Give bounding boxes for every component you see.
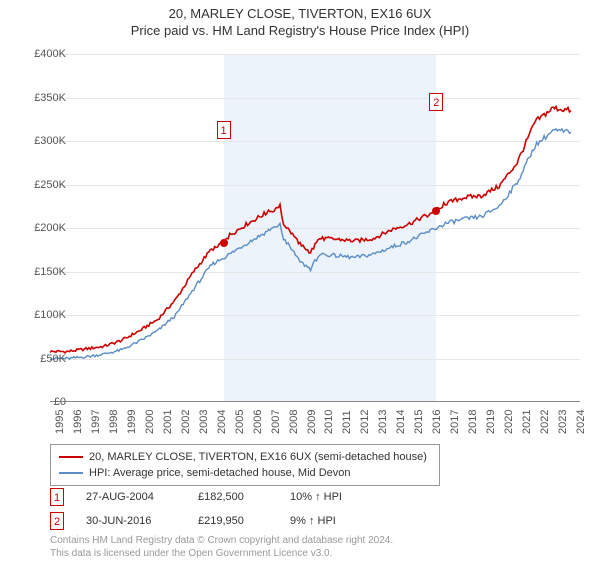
- chart-subtitle: Price paid vs. HM Land Registry's House …: [0, 23, 600, 38]
- legend-item-price-paid: 20, MARLEY CLOSE, TIVERTON, EX16 6UX (se…: [59, 449, 431, 465]
- sale-date-1: 27-AUG-2004: [86, 491, 176, 503]
- chart-legend: 20, MARLEY CLOSE, TIVERTON, EX16 6UX (se…: [50, 444, 440, 486]
- xtick-label: 1998: [108, 410, 120, 434]
- xtick-label: 2023: [557, 410, 569, 434]
- ytick-label: £350K: [22, 92, 66, 104]
- chart-lines-svg: [50, 54, 580, 402]
- xtick-label: 2018: [467, 410, 479, 434]
- ytick-label: £0: [22, 396, 66, 408]
- legend-label-hpi: HPI: Average price, semi-detached house,…: [89, 465, 351, 481]
- xtick-label: 2024: [575, 410, 587, 434]
- sale-date-2: 30-JUN-2016: [86, 515, 176, 527]
- legend-swatch-hpi: [59, 472, 83, 474]
- sale-marker-1: 1: [50, 488, 64, 506]
- xtick-label: 2017: [449, 410, 461, 434]
- xtick-label: 2011: [341, 410, 353, 434]
- ytick-label: £200K: [22, 222, 66, 234]
- chart-plot-area: 12: [50, 54, 580, 402]
- xtick-label: 2014: [395, 410, 407, 434]
- sale-marker-2: 2: [50, 512, 64, 530]
- series-line-hpi: [50, 129, 571, 360]
- ytick-label: £250K: [22, 179, 66, 191]
- xtick-label: 2003: [198, 410, 210, 434]
- xtick-label: 2009: [306, 410, 318, 434]
- legend-item-hpi: HPI: Average price, semi-detached house,…: [59, 465, 431, 481]
- footnote: Contains HM Land Registry data © Crown c…: [50, 534, 393, 560]
- xtick-label: 2006: [252, 410, 264, 434]
- xtick-label: 2012: [359, 410, 371, 434]
- ytick-label: £100K: [22, 309, 66, 321]
- footnote-line-2: This data is licensed under the Open Gov…: [50, 548, 332, 559]
- ytick-label: £400K: [22, 48, 66, 60]
- x-axis-line: [50, 401, 580, 402]
- sale-dot-2: [432, 207, 440, 215]
- xtick-label: 2021: [521, 410, 533, 434]
- footnote-line-1: Contains HM Land Registry data © Crown c…: [50, 535, 393, 546]
- sale-marker-box-2: 2: [429, 93, 443, 111]
- xtick-label: 2001: [162, 410, 174, 434]
- ytick-label: £300K: [22, 135, 66, 147]
- sale-dot-1: [220, 239, 228, 247]
- xtick-label: 2004: [216, 410, 228, 434]
- sale-pct-2: 9% ↑ HPI: [290, 515, 380, 527]
- sale-price-2: £219,950: [198, 515, 268, 527]
- xtick-label: 2015: [413, 410, 425, 434]
- xtick-label: 2002: [180, 410, 192, 434]
- xtick-label: 2005: [234, 410, 246, 434]
- xtick-label: 1999: [126, 410, 138, 434]
- legend-swatch-price-paid: [59, 456, 83, 458]
- xtick-label: 2013: [377, 410, 389, 434]
- sale-row-2: 2 30-JUN-2016 £219,950 9% ↑ HPI: [50, 512, 380, 530]
- xtick-label: 2019: [485, 410, 497, 434]
- sale-price-1: £182,500: [198, 491, 268, 503]
- xtick-label: 2022: [539, 410, 551, 434]
- xtick-label: 2020: [503, 410, 515, 434]
- xtick-label: 2007: [270, 410, 282, 434]
- xtick-label: 2010: [323, 410, 335, 434]
- sale-marker-box-1: 1: [217, 121, 231, 139]
- sale-row-1: 1 27-AUG-2004 £182,500 10% ↑ HPI: [50, 488, 380, 506]
- sales-table: 1 27-AUG-2004 £182,500 10% ↑ HPI 2 30-JU…: [50, 488, 380, 536]
- xtick-label: 2000: [144, 410, 156, 434]
- xtick-label: 1997: [90, 410, 102, 434]
- xtick-label: 2008: [288, 410, 300, 434]
- xtick-label: 1996: [72, 410, 84, 434]
- sale-pct-1: 10% ↑ HPI: [290, 491, 380, 503]
- series-line-price_paid: [50, 107, 571, 353]
- ytick-label: £50K: [22, 353, 66, 365]
- legend-label-price-paid: 20, MARLEY CLOSE, TIVERTON, EX16 6UX (se…: [89, 449, 427, 465]
- ytick-label: £150K: [22, 266, 66, 278]
- xtick-label: 1995: [54, 410, 66, 434]
- xtick-label: 2016: [431, 410, 443, 434]
- chart-title: 20, MARLEY CLOSE, TIVERTON, EX16 6UX: [0, 6, 600, 21]
